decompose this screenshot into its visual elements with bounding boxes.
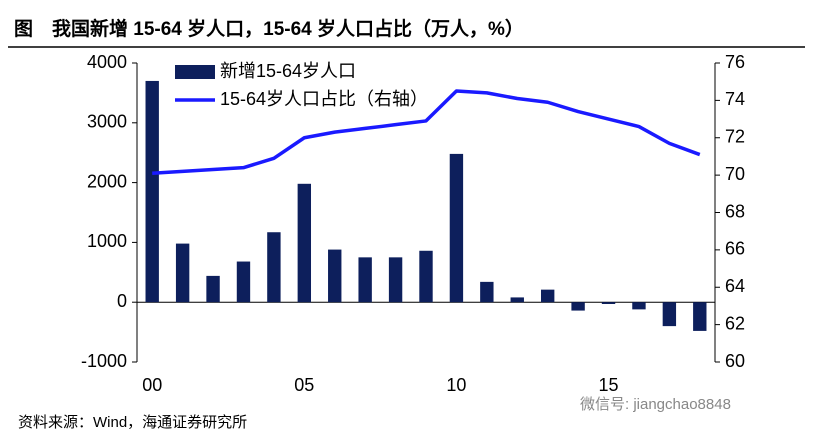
x-tick-label: 10: [446, 375, 466, 395]
bar: [693, 302, 707, 331]
bar: [601, 302, 616, 304]
y2-tick-label: 74: [725, 89, 745, 109]
y2-tick-label: 60: [725, 351, 745, 371]
legend-label: 新增15-64岁人口: [220, 61, 356, 81]
y-tick-label: -1000: [81, 351, 127, 371]
line: [152, 89, 701, 176]
legend-swatch: [175, 65, 215, 79]
y2-tick-label: 64: [725, 276, 745, 296]
bar: [358, 257, 372, 303]
y-tick-label: 3000: [87, 112, 127, 132]
x-tick-label: 00: [142, 375, 162, 395]
bar: [236, 261, 251, 303]
y-tick-label: 0: [117, 291, 127, 311]
bar: [419, 250, 433, 303]
legend-label: 15-64岁人口占比（右轴）: [220, 89, 428, 109]
bar: [480, 281, 494, 303]
bar: [510, 297, 524, 303]
y-tick-label: 1000: [87, 231, 127, 251]
bar: [449, 153, 464, 303]
y2-tick-label: 66: [725, 239, 745, 259]
bar: [662, 302, 677, 327]
bar: [175, 243, 190, 303]
y-tick-label: 2000: [87, 171, 127, 191]
y2-tick-label: 70: [725, 164, 745, 184]
source: 资料来源：Wind，海通证券研究所: [18, 414, 247, 431]
bar: [267, 232, 281, 303]
y2-tick-label: 76: [725, 52, 745, 72]
y2-tick-label: 62: [725, 313, 745, 333]
bar: [388, 257, 403, 303]
bar: [145, 80, 159, 303]
y2-tick-label: 68: [725, 201, 745, 221]
bar: [540, 289, 555, 303]
y2-tick-label: 72: [725, 127, 745, 147]
bar: [328, 249, 342, 303]
chart-title: 图 我国新增 15-64 岁人口，15-64 岁人口占比（万人，%）: [14, 17, 524, 40]
bar: [206, 275, 220, 303]
bar: [632, 302, 646, 310]
x-tick-label: 15: [599, 375, 619, 395]
bar: [571, 302, 585, 311]
watermark: 微信号: jiangchao8848: [580, 396, 731, 413]
x-tick-label: 05: [294, 375, 314, 395]
bar: [297, 183, 312, 303]
y-tick-label: 4000: [87, 52, 127, 72]
